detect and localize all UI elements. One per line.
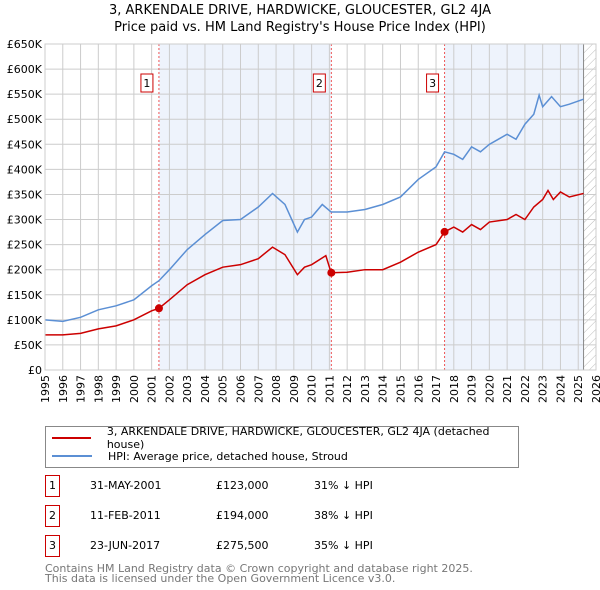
legend-swatch-blue — [52, 455, 92, 457]
legend-item-property: 3, ARKENDALE DRIVE, HARDWICKE, GLOUCESTE… — [52, 425, 518, 451]
sale-price: £275,500 — [216, 539, 269, 552]
x-tick-label: 2010 — [306, 375, 319, 403]
x-tick-label: 2013 — [359, 375, 372, 403]
chart-subtitle: Price paid vs. HM Land Registry's House … — [114, 20, 486, 35]
x-tick-label: 2009 — [288, 375, 301, 403]
y-tick-label: £500K — [7, 113, 43, 126]
x-tick-label: 2018 — [448, 375, 461, 403]
y-tick-label: £200K — [7, 264, 43, 277]
y-tick-label: £350K — [7, 188, 43, 201]
sale-hpi-diff: 31% ↓ HPI — [314, 479, 373, 492]
sale-marker-box — [426, 73, 440, 93]
sale-price: £194,000 — [216, 509, 269, 522]
y-tick-label: £450K — [7, 138, 43, 151]
x-tick-label: 2007 — [252, 375, 265, 403]
x-tick-label: 2004 — [199, 375, 212, 403]
x-tick-label: 2006 — [235, 375, 248, 403]
sale-point — [154, 304, 163, 313]
chart-title: 3, ARKENDALE DRIVE, HARDWICKE, GLOUCESTE… — [108, 3, 491, 18]
y-tick-label: £600K — [7, 63, 43, 76]
sale-point — [440, 227, 449, 236]
x-tick-label: 2025 — [572, 375, 585, 403]
x-tick-label: 2008 — [270, 375, 283, 403]
x-tick-label: 2011 — [323, 375, 336, 403]
y-tick-label: £250K — [7, 239, 43, 252]
sale-row: 3 23-JUN-2017 £275,500 35% ↓ HPI — [45, 535, 545, 557]
y-tick-label: £550K — [7, 88, 43, 101]
sale-date: 23-JUN-2017 — [90, 539, 161, 552]
legend: 3, ARKENDALE DRIVE, HARDWICKE, GLOUCESTE… — [45, 425, 519, 468]
x-tick-label: 2012 — [341, 375, 354, 403]
sale-row: 2 11-FEB-2011 £194,000 38% ↓ HPI — [45, 505, 545, 527]
x-tick-label: 2001 — [146, 375, 159, 403]
sale-row: 1 31-MAY-2001 £123,000 31% ↓ HPI — [45, 475, 545, 497]
footer-licence: This data is licensed under the Open Gov… — [45, 572, 396, 585]
legend-swatch-red — [52, 437, 91, 439]
sale-date: 11-FEB-2011 — [90, 509, 161, 522]
legend-label: HPI: Average price, detached house, Stro… — [108, 449, 348, 463]
x-tick-label: 2005 — [217, 375, 230, 403]
y-tick-label: £300K — [7, 214, 43, 227]
sale-point — [327, 268, 336, 277]
x-tick-label: 1997 — [75, 375, 88, 403]
forecast-hatch — [583, 44, 596, 370]
x-tick-label: 1999 — [110, 375, 123, 403]
sale-marker-label: 1 — [45, 475, 60, 497]
footer-copyright: Contains HM Land Registry data © Crown c… — [45, 562, 473, 575]
y-tick-label: £400K — [7, 163, 43, 176]
sale-marker-label: 2 — [45, 505, 60, 527]
sale-marker-label: 3 — [45, 535, 60, 557]
x-tick-label: 2015 — [394, 375, 407, 403]
x-tick-label: 1998 — [92, 375, 105, 403]
x-tick-label: 2019 — [466, 375, 479, 403]
x-tick-label: 2022 — [519, 375, 532, 403]
x-tick-label: 1996 — [57, 375, 70, 403]
x-tick-label: 2024 — [554, 375, 567, 403]
sale-hpi-diff: 35% ↓ HPI — [314, 539, 373, 552]
sale-date: 31-MAY-2001 — [90, 479, 162, 492]
sale-price: £123,000 — [216, 479, 269, 492]
y-tick-label: £150K — [7, 289, 43, 302]
x-tick-label: 2016 — [412, 375, 425, 403]
sale-marker-label: 2 — [316, 77, 323, 90]
sale-marker-label: 1 — [143, 77, 150, 90]
hpi-line — [44, 92, 584, 323]
x-tick-label: 2017 — [430, 375, 443, 403]
y-tick-label: £100K — [7, 314, 43, 327]
x-tick-label: 2026 — [590, 375, 600, 403]
y-tick-label: £50K — [14, 339, 43, 352]
sale-marker-label: 3 — [429, 77, 436, 90]
sale-marker-box — [140, 73, 154, 93]
x-tick-label: 1995 — [39, 375, 52, 403]
x-tick-label: 2000 — [128, 375, 141, 403]
x-tick-label: 2021 — [501, 375, 514, 403]
plot-border — [44, 43, 597, 371]
legend-label: 3, ARKENDALE DRIVE, HARDWICKE, GLOUCESTE… — [106, 425, 490, 451]
x-tick-label: 2023 — [537, 375, 550, 403]
plot-area: 1995 1996 1997 1998 1999 2000 2001 2002 2003 2004… — [7, 38, 600, 403]
x-tick-label: 2014 — [377, 375, 390, 403]
shaded-period-3 — [444, 44, 584, 370]
y-tick-label: £650K — [7, 38, 43, 51]
y-tick-label: £0 — [28, 364, 42, 377]
x-tick-label: 2002 — [163, 375, 176, 403]
sale-marker-box — [312, 73, 326, 93]
shaded-period-1 — [158, 44, 332, 370]
x-tick-label: 2003 — [181, 375, 194, 403]
x-tick-label: 2020 — [483, 375, 496, 403]
legend-item-hpi: HPI: Average price, detached house, Stro… — [52, 449, 348, 463]
sale-hpi-diff: 38% ↓ HPI — [314, 509, 373, 522]
